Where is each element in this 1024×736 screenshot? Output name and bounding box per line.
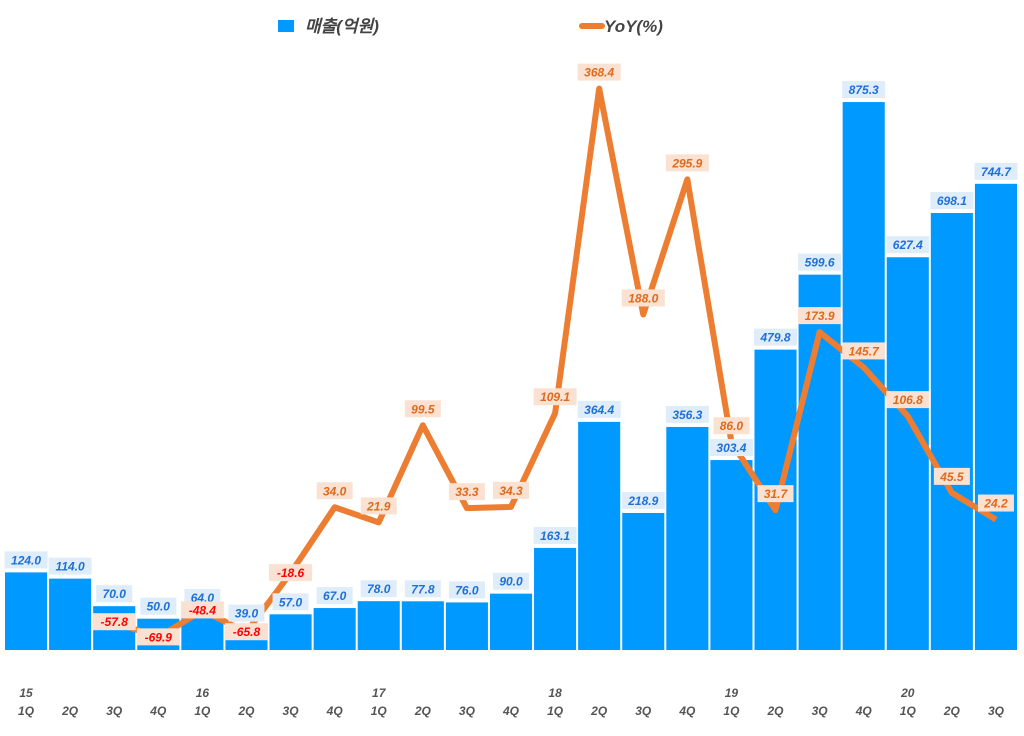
x-quarter-label: 2Q <box>590 704 608 718</box>
yoy-label: 31.7 <box>764 487 789 501</box>
revenue-bar <box>490 594 532 650</box>
yoy-label: 34.3 <box>499 484 523 498</box>
x-quarter-label: 1Q <box>18 704 35 718</box>
revenue-bar <box>5 572 47 650</box>
x-quarter-label: 2Q <box>61 704 79 718</box>
revenue-bar <box>931 213 973 650</box>
revenue-bar <box>446 602 488 650</box>
yoy-label: 21.9 <box>366 499 391 513</box>
legend-bar-label: 매출(억원) <box>305 17 379 36</box>
yoy-label: -69.9 <box>145 630 173 644</box>
x-quarter-label: 1Q <box>723 704 740 718</box>
yoy-label: 106.8 <box>893 393 923 407</box>
revenue-bar-label: 303.4 <box>716 441 746 455</box>
revenue-bar-label: 364.4 <box>584 403 614 417</box>
x-year-label: 15 <box>19 686 33 700</box>
revenue-bar-label: 57.0 <box>279 595 303 609</box>
yoy-label: 86.0 <box>720 419 744 433</box>
yoy-label: -48.4 <box>189 603 217 617</box>
yoy-label: 368.4 <box>584 66 614 80</box>
yoy-label: 34.0 <box>323 484 347 498</box>
yoy-label: 45.5 <box>939 470 964 484</box>
yoy-label: -57.8 <box>101 615 129 629</box>
x-quarter-label: 4Q <box>855 704 873 718</box>
revenue-bar-label: 124.0 <box>11 553 41 567</box>
x-quarter-label: 1Q <box>194 704 211 718</box>
revenue-bar <box>710 460 752 650</box>
revenue-bar-label: 90.0 <box>499 575 523 589</box>
yoy-label: 173.9 <box>805 309 835 323</box>
revenue-bar-label: 875.3 <box>849 83 879 97</box>
x-quarter-label: 1Q <box>547 704 564 718</box>
revenue-bar <box>534 548 576 650</box>
x-quarter-label: 4Q <box>678 704 696 718</box>
x-quarter-label: 2Q <box>237 704 255 718</box>
revenue-bar <box>666 427 708 650</box>
revenue-bar <box>402 601 444 650</box>
revenue-bar <box>578 422 620 650</box>
x-quarter-label: 3Q <box>635 704 652 718</box>
revenue-bar <box>622 513 664 650</box>
yoy-label: 99.5 <box>411 402 435 416</box>
x-quarter-label: 1Q <box>371 704 388 718</box>
x-year-label: 20 <box>900 686 915 700</box>
revenue-bar <box>314 608 356 650</box>
yoy-label: -65.8 <box>233 625 261 639</box>
revenue-bar-label: 479.8 <box>760 331 791 345</box>
revenue-bar-label: 599.6 <box>805 256 835 270</box>
legend: 매출(억원) YoY(%) <box>278 17 663 36</box>
x-quarter-label: 2Q <box>943 704 961 718</box>
revenue-bar-label: 218.9 <box>627 494 658 508</box>
x-quarter-label: 1Q <box>900 704 917 718</box>
revenue-bar-label: 698.1 <box>937 194 967 208</box>
revenue-bar-label: 39.0 <box>235 607 259 621</box>
revenue-bar-label: 163.1 <box>540 529 570 543</box>
revenue-bar-label: 70.0 <box>103 587 127 601</box>
x-year-label: 16 <box>196 686 210 700</box>
x-quarter-label: 3Q <box>988 704 1005 718</box>
x-quarter-label: 3Q <box>812 704 829 718</box>
x-quarter-label: 2Q <box>767 704 785 718</box>
x-quarter-label: 4Q <box>502 704 520 718</box>
x-year-label: 19 <box>725 686 739 700</box>
legend-line-label: YoY(%) <box>604 17 663 36</box>
revenue-bar-label: 356.3 <box>672 408 702 422</box>
revenue-bar <box>49 579 91 650</box>
x-quarter-label: 3Q <box>283 704 300 718</box>
x-quarter-label: 3Q <box>459 704 476 718</box>
revenue-bar-label: 627.4 <box>893 238 923 252</box>
revenue-bar-label: 78.0 <box>367 582 391 596</box>
revenue-bar <box>358 601 400 650</box>
x-quarter-label: 2Q <box>414 704 432 718</box>
x-quarter-label: 3Q <box>106 704 123 718</box>
yoy-label: 188.0 <box>628 291 658 305</box>
yoy-label: 295.9 <box>671 156 702 170</box>
revenue-bar <box>270 614 312 650</box>
yoy-label: 24.2 <box>983 497 1008 511</box>
x-year-label: 17 <box>372 686 387 700</box>
yoy-label: -18.6 <box>277 566 305 580</box>
revenue-bar-label: 76.0 <box>455 583 479 597</box>
revenue-bar-label: 114.0 <box>56 560 85 574</box>
legend-bar-swatch <box>278 20 294 32</box>
revenue-bar-label: 67.0 <box>323 589 347 603</box>
yoy-label: 109.1 <box>540 390 570 404</box>
revenue-bar <box>843 102 885 650</box>
revenue-bar <box>887 257 929 650</box>
yoy-label: 33.3 <box>455 485 479 499</box>
x-year-label: 18 <box>548 686 562 700</box>
x-quarter-label: 4Q <box>326 704 344 718</box>
yoy-label: 145.7 <box>849 344 880 358</box>
revenue-bar-label: 77.8 <box>411 582 435 596</box>
revenue-bar-label: 50.0 <box>147 600 171 614</box>
x-quarter-label: 4Q <box>149 704 167 718</box>
revenue-bar-label: 744.7 <box>981 165 1012 179</box>
revenue-bar <box>975 184 1017 650</box>
